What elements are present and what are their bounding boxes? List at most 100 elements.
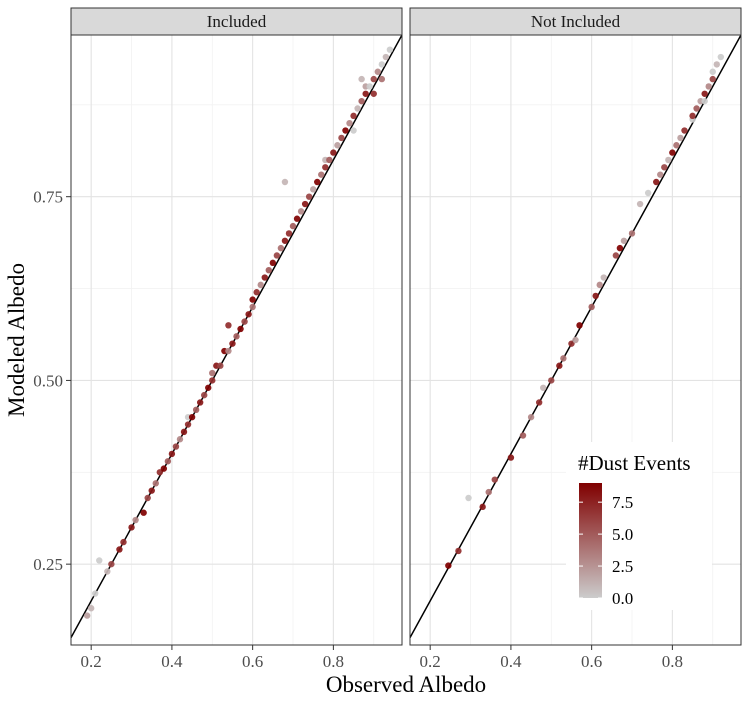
data-point (346, 119, 353, 127)
data-point (245, 311, 252, 318)
data-point (362, 90, 369, 97)
data-point (717, 53, 725, 61)
data-point (628, 230, 636, 237)
data-point (669, 149, 676, 156)
data-point (233, 333, 240, 340)
facet-panel-included: Included (70, 7, 403, 646)
y-axis: 0.25 0.50 0.75 (33, 188, 71, 574)
data-point (322, 164, 329, 171)
data-point (596, 281, 603, 289)
data-point (192, 406, 200, 414)
data-point (156, 469, 164, 476)
data-point (572, 336, 579, 344)
facet-label-included: Included (207, 12, 267, 31)
data-point (297, 208, 305, 215)
data-point (152, 480, 159, 487)
data-point (661, 164, 668, 171)
data-point (132, 516, 139, 524)
data-point (176, 436, 184, 443)
data-point (168, 450, 176, 458)
data-point (289, 222, 297, 230)
data-point (265, 266, 272, 274)
data-point (673, 142, 680, 149)
data-point (225, 347, 232, 355)
data-point (164, 458, 172, 465)
x-axis: 0.2 0.4 0.6 0.8 0.2 0.4 0.6 0.8 (81, 645, 683, 671)
data-point (701, 97, 708, 105)
data-point (318, 171, 325, 178)
data-point (281, 178, 289, 186)
panel-border-not-included (409, 34, 742, 646)
data-point (172, 443, 180, 450)
data-point (665, 156, 672, 164)
data-point (83, 612, 91, 619)
data-point (479, 503, 486, 511)
data-point (309, 186, 317, 193)
data-point (92, 590, 99, 597)
x-tick-label: 0.2 (81, 652, 102, 671)
gridlines-included (71, 35, 402, 645)
data-point (540, 384, 547, 391)
data-point (527, 413, 535, 421)
points-not-included (445, 53, 725, 569)
data-point (370, 75, 377, 83)
data-point (374, 68, 381, 75)
data-point (120, 538, 127, 546)
data-point (366, 83, 373, 90)
data-point (354, 105, 361, 112)
colorbar-ticks: 0.0 2.5 5.0 7.5 (579, 493, 633, 608)
facet-label-not-included: Not Included (531, 12, 621, 31)
data-point (455, 547, 462, 555)
x-tick-label: 0.2 (420, 652, 441, 671)
data-point (378, 75, 386, 83)
data-point (709, 75, 716, 83)
x-tick-label: 0.8 (662, 652, 683, 671)
data-point (305, 193, 313, 200)
data-point (285, 230, 293, 237)
y-axis-title: Modeled Albedo (4, 263, 29, 417)
legend-title: #Dust Events (578, 451, 691, 475)
data-point (592, 292, 599, 300)
data-point (378, 61, 386, 68)
data-point (445, 562, 452, 569)
colorbar-tick-label: 0.0 (612, 589, 633, 608)
data-point (108, 560, 115, 568)
data-point (201, 391, 208, 399)
data-point (705, 83, 712, 90)
data-point (644, 189, 652, 197)
data-point (116, 546, 123, 553)
gridlines-not-included (410, 35, 741, 645)
data-point (160, 465, 168, 472)
data-point (382, 53, 390, 61)
data-point (485, 488, 492, 496)
data-point (701, 90, 708, 97)
x-tick-label: 0.6 (581, 652, 602, 671)
color-legend: #Dust Events 0.0 2.5 5.0 7.5 (566, 442, 712, 610)
x-tick-label: 0.6 (242, 652, 263, 671)
data-point (229, 340, 236, 347)
data-point (209, 377, 216, 384)
data-point (334, 142, 341, 149)
data-point (314, 178, 321, 186)
data-point (140, 509, 147, 516)
data-point (180, 428, 188, 436)
data-point (556, 362, 563, 369)
x-axis-title: Observed Albedo (326, 672, 486, 697)
data-point (225, 322, 232, 329)
data-point (241, 318, 248, 325)
panel-border-included (70, 34, 403, 646)
data-point (330, 149, 337, 156)
data-point (548, 377, 555, 384)
data-point (281, 237, 289, 244)
data-point (677, 134, 684, 142)
data-point (237, 325, 244, 333)
x-tick-label: 0.8 (323, 652, 344, 671)
data-point (249, 303, 256, 311)
data-point (465, 494, 472, 502)
x-tick-label: 0.4 (500, 652, 522, 671)
data-point (342, 127, 349, 134)
data-point (693, 105, 700, 112)
data-point (576, 322, 583, 329)
data-point (301, 200, 309, 208)
data-point (681, 127, 688, 134)
